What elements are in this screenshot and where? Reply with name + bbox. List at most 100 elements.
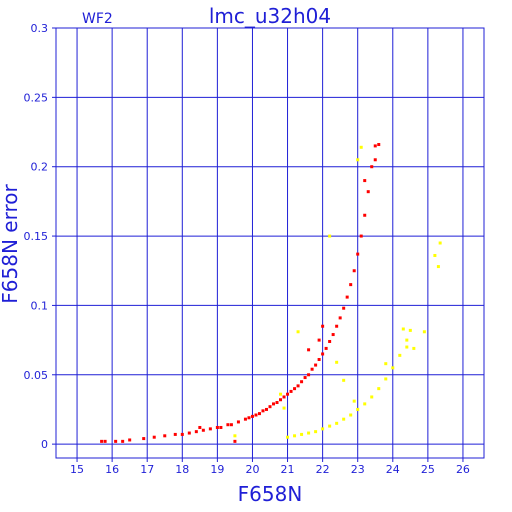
red-data-point — [142, 437, 146, 441]
y-tick-label: 0 — [41, 438, 48, 451]
yellow-data-point — [349, 413, 353, 417]
yellow-data-point — [363, 402, 367, 406]
red-data-point — [121, 439, 125, 443]
yellow-data-point — [433, 253, 437, 257]
x-tick-label: 19 — [210, 463, 224, 476]
scatter-points — [100, 143, 442, 443]
x-tick-label: 25 — [421, 463, 435, 476]
red-data-point — [163, 434, 167, 438]
red-data-point — [257, 412, 261, 416]
x-tick-label: 17 — [140, 463, 154, 476]
red-data-point — [303, 376, 307, 380]
red-data-point — [282, 395, 286, 399]
red-data-point — [349, 283, 353, 287]
yellow-data-point — [356, 158, 360, 162]
red-data-point — [264, 407, 268, 411]
red-data-point — [342, 306, 346, 310]
yellow-data-point — [384, 362, 388, 366]
red-data-point — [366, 190, 370, 194]
yellow-data-point — [359, 145, 363, 149]
x-tick-label: 18 — [175, 463, 189, 476]
y-axis-label: F658N error — [0, 184, 22, 304]
red-data-point — [243, 417, 247, 421]
red-data-point — [152, 435, 156, 439]
yellow-data-point — [328, 234, 332, 238]
red-data-point — [296, 384, 300, 388]
red-data-point — [236, 420, 240, 424]
yellow-data-point — [391, 366, 395, 370]
red-data-point — [373, 144, 377, 148]
red-data-point — [229, 423, 233, 427]
red-data-point — [268, 405, 272, 409]
red-data-point — [373, 158, 377, 162]
yellow-data-point — [401, 327, 405, 331]
yellow-data-point — [436, 265, 440, 269]
yellow-data-point — [370, 395, 374, 399]
x-tick-label: 21 — [281, 463, 295, 476]
y-tick-label: 0.3 — [31, 22, 49, 35]
plot-frame — [55, 27, 485, 459]
chart-title: lmc_u32h04 — [209, 4, 331, 28]
x-tick-label: 26 — [456, 463, 470, 476]
red-data-point — [293, 387, 297, 391]
red-data-point — [331, 333, 335, 337]
yellow-data-point — [282, 406, 286, 410]
yellow-data-point — [412, 346, 416, 350]
red-data-point — [208, 427, 212, 431]
yellow-data-point — [384, 377, 388, 381]
red-data-point — [300, 380, 304, 384]
yellow-data-point — [405, 345, 409, 349]
yellow-data-point — [408, 328, 412, 332]
x-tick-label: 15 — [70, 463, 84, 476]
x-tick-label: 22 — [316, 463, 330, 476]
red-data-point — [359, 234, 363, 238]
y-tick-label: 0.05 — [24, 369, 49, 382]
yellow-data-point — [335, 360, 339, 364]
red-data-point — [226, 423, 230, 427]
x-axis-label: F658N — [238, 482, 303, 506]
yellow-data-point — [422, 330, 426, 334]
red-data-point — [352, 269, 356, 273]
red-data-point — [317, 338, 321, 342]
red-data-point — [180, 432, 184, 436]
yellow-data-point — [307, 431, 311, 435]
y-tick-label: 0.15 — [24, 230, 49, 243]
red-data-point — [321, 324, 325, 328]
yellow-data-point — [328, 424, 332, 428]
yellow-data-point — [314, 430, 318, 434]
red-data-point — [114, 439, 118, 443]
red-data-point — [307, 373, 311, 377]
red-data-point — [247, 416, 251, 420]
chart-subtitle: WF2 — [82, 11, 113, 27]
red-data-point — [128, 438, 132, 442]
y-tick-label: 0.25 — [24, 91, 49, 104]
x-tick-label: 16 — [105, 463, 119, 476]
x-tick-label: 23 — [351, 463, 365, 476]
yellow-data-point — [293, 434, 297, 438]
yellow-data-point — [377, 387, 381, 391]
red-data-point — [250, 414, 254, 418]
red-data-point — [314, 363, 318, 367]
red-data-point — [328, 339, 332, 343]
yellow-data-point — [233, 434, 237, 438]
red-data-point — [321, 352, 325, 356]
yellow-data-point — [342, 378, 346, 382]
red-data-point — [363, 179, 367, 183]
yellow-data-point — [279, 392, 283, 396]
yellow-data-point — [286, 435, 290, 439]
red-data-point — [103, 439, 107, 443]
red-data-point — [286, 392, 290, 396]
red-data-point — [233, 439, 237, 443]
red-data-point — [356, 252, 360, 256]
red-data-point — [173, 432, 177, 436]
y-tick-label: 0.1 — [31, 299, 49, 312]
red-data-point — [279, 398, 283, 402]
x-axis-ticks: 15 16 17 18 19 20 21 22 23 24 25 26 — [70, 458, 470, 476]
red-data-point — [100, 439, 104, 443]
yellow-data-point — [352, 399, 356, 403]
red-data-point — [201, 428, 205, 432]
yellow-data-point — [398, 353, 402, 357]
